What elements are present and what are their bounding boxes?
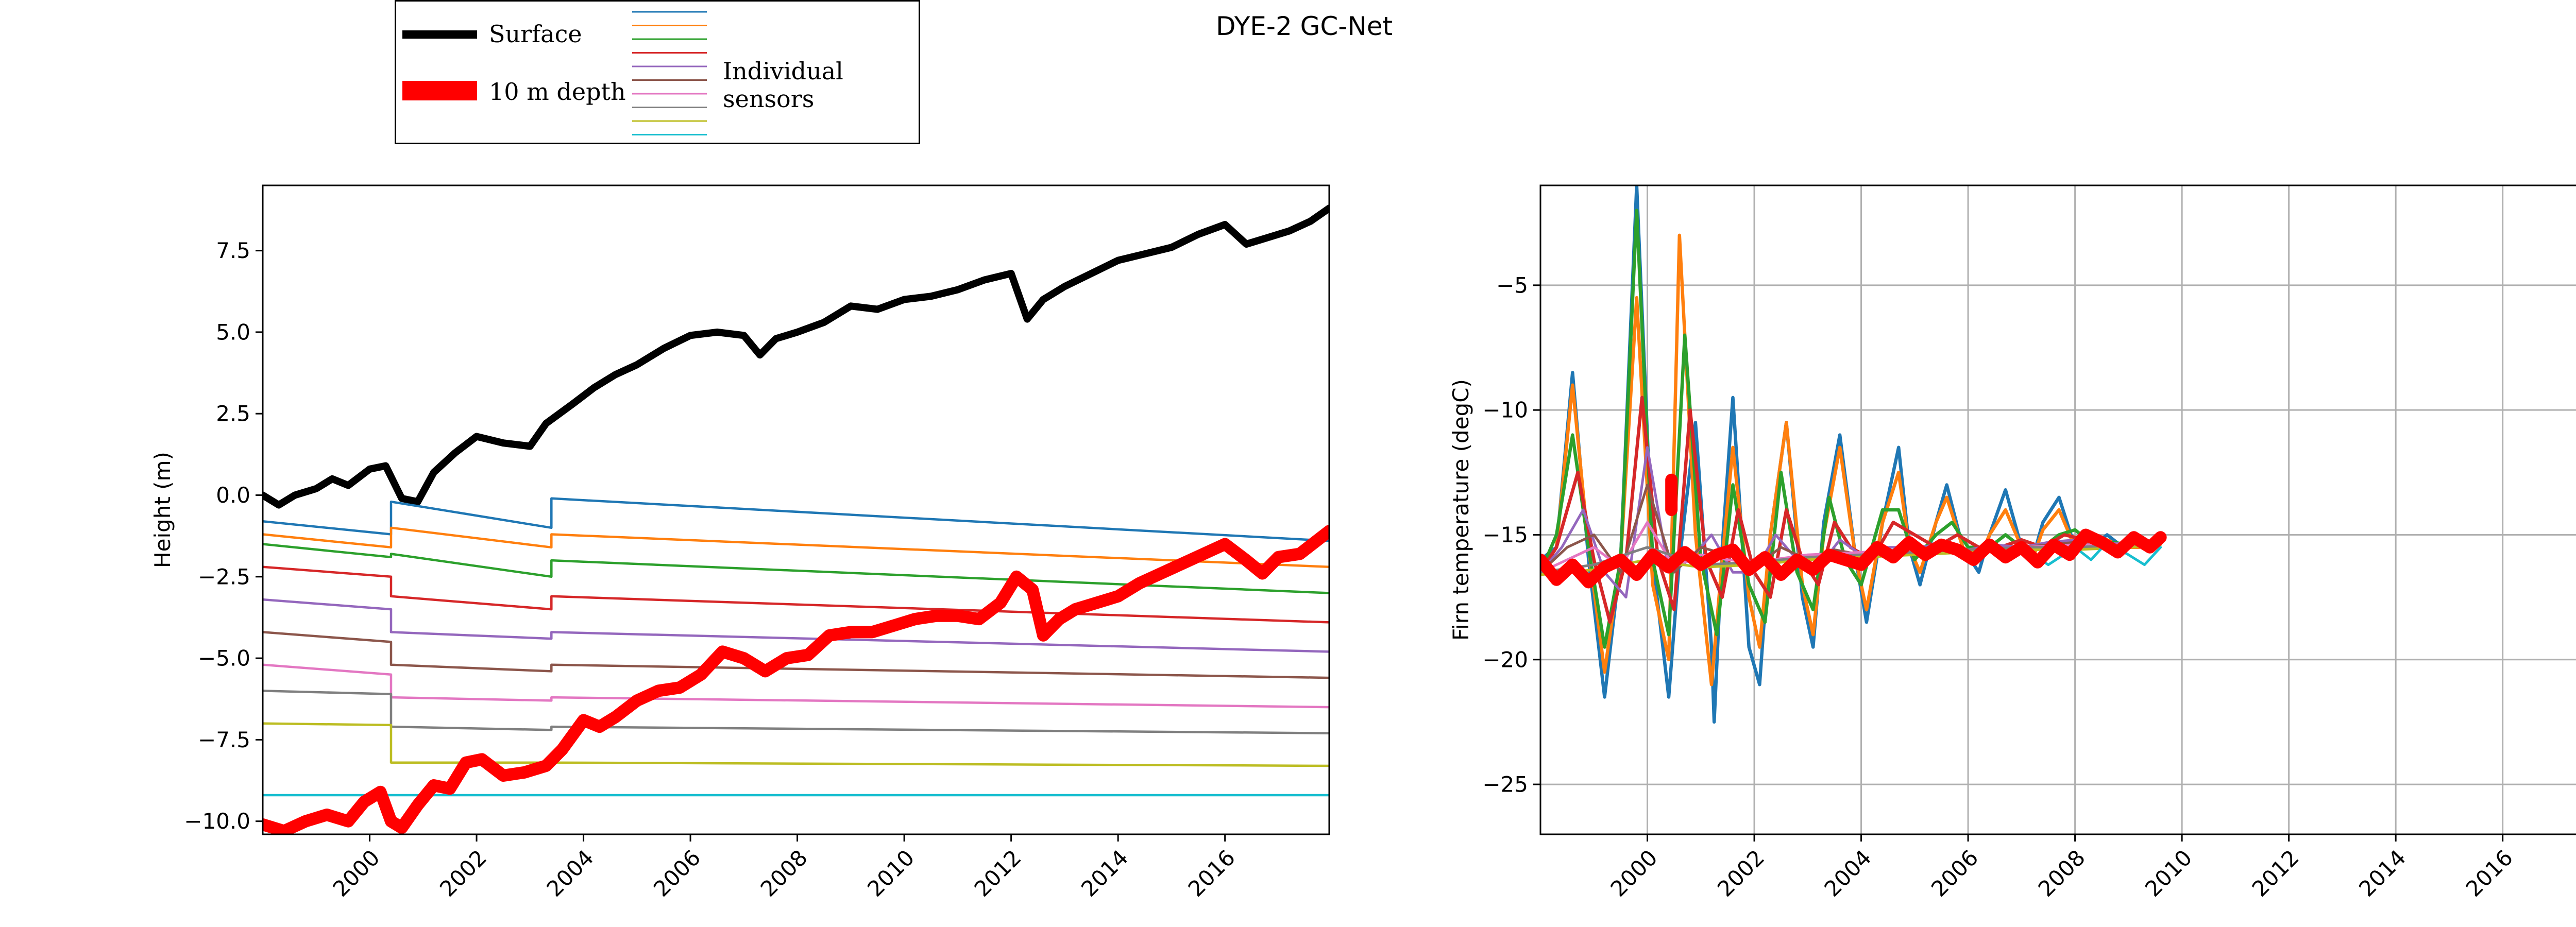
x-tick-label: 2010 <box>2140 845 2197 901</box>
y-tick-label: −25 <box>1482 772 1528 797</box>
x-tick-label: 2006 <box>649 845 705 901</box>
y-tick-label: 0.0 <box>216 483 250 508</box>
x-tick-label: 2004 <box>1819 845 1876 901</box>
sensor-line <box>263 526 1329 569</box>
x-tick-label: 2016 <box>2461 845 2518 901</box>
x-tick-label: 2010 <box>862 845 919 901</box>
legend-sensors-label: Individual sensors <box>723 57 843 113</box>
x-tick-label: 2012 <box>2247 845 2304 901</box>
y-tick-label: −10.0 <box>184 809 250 834</box>
sensor-line <box>263 497 1329 542</box>
legend-sensor-lines <box>632 11 707 135</box>
x-tick-label: 2006 <box>1926 845 1983 901</box>
left-plot: 2000 2002 2004 2006 2008 2010 2012 2014 2016 −10.… <box>150 184 1330 902</box>
x-tick-label: 2012 <box>970 845 1026 901</box>
sensor-line <box>263 543 1329 594</box>
x-tick-label: 2004 <box>541 845 598 901</box>
x-tick-label: 2014 <box>1076 845 1133 901</box>
axes-frame <box>1539 184 2576 835</box>
right-plot: 2000 2002 2004 2006 2008 2010 2012 2014 2016 −25 −… <box>1448 184 2576 902</box>
legend: Surface 10 m depth Individual sensors <box>395 0 920 144</box>
depth10-line <box>263 525 1329 834</box>
x-tick-label: 2002 <box>435 845 492 901</box>
sensor-line <box>263 631 1329 679</box>
axes-frame <box>262 184 1330 835</box>
sensor-line <box>263 722 1329 767</box>
x-tick-label: 2000 <box>1605 845 1662 901</box>
y-tick-label: 5.0 <box>216 319 250 345</box>
x-tick-label: 2014 <box>2354 845 2411 901</box>
y-axis-label: Height (m) <box>150 452 175 568</box>
legend-swatches <box>402 11 707 135</box>
x-tick-label: 2002 <box>1713 845 1769 901</box>
y-tick-label: −20 <box>1482 647 1528 672</box>
surface-line <box>263 204 1329 509</box>
y-tick-label: 7.5 <box>216 238 250 263</box>
y-tick-label: −15 <box>1482 522 1528 547</box>
sensor-line <box>263 690 1329 734</box>
legend-depth10-label: 10 m depth <box>489 78 626 106</box>
y-tick-label: −5 <box>1496 272 1528 298</box>
y-tick-label: −7.5 <box>198 727 250 752</box>
x-tick-label: 2008 <box>755 845 812 901</box>
depth10-line <box>1540 528 2167 589</box>
sensor-line <box>1540 209 2162 649</box>
y-tick-label: −5.0 <box>198 646 250 671</box>
sensor-line <box>263 565 1329 624</box>
y-axis-label: Firn temperature (degC) <box>1448 379 1473 641</box>
figure-title: DYE-2 GC-Net <box>1216 11 1393 41</box>
y-tick-label: −10 <box>1482 398 1528 423</box>
y-tick-label: −2.5 <box>198 564 250 589</box>
legend-surface-label: Surface <box>489 20 582 48</box>
x-tick-label: 2016 <box>1183 845 1240 901</box>
sensor-line <box>1540 233 2162 686</box>
x-tick-label: 2008 <box>2033 845 2090 901</box>
sensor-line <box>263 663 1329 709</box>
x-tick-label: 2000 <box>328 845 384 901</box>
sensor-line <box>263 598 1329 653</box>
y-tick-label: 2.5 <box>216 401 250 426</box>
